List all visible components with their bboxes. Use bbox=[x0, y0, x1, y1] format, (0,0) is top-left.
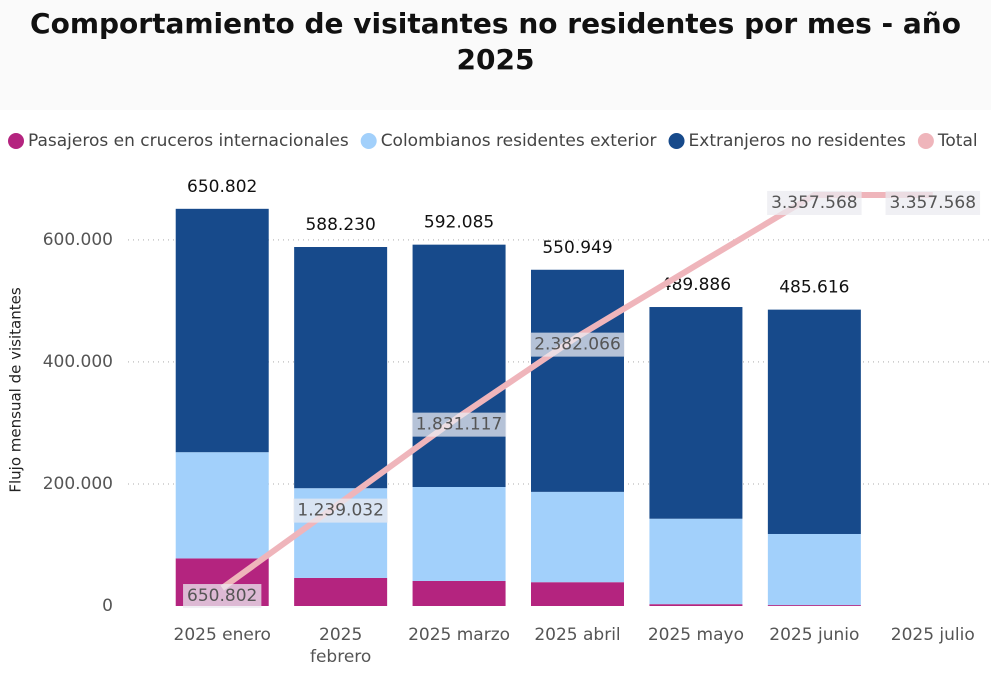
x-tick-label: 2025 junio bbox=[769, 625, 860, 645]
bar-segment bbox=[767, 533, 861, 606]
x-tick-label: 2025 mayo bbox=[647, 625, 744, 645]
y-tick-label: 0 bbox=[102, 596, 113, 616]
total-label: 489.886 bbox=[661, 275, 731, 295]
line-label-bg bbox=[293, 498, 388, 523]
bar-segment bbox=[767, 605, 861, 606]
legend-marker bbox=[917, 133, 934, 149]
line-label-group: 1.239.032 bbox=[293, 498, 388, 523]
chart-title: Comportamiento de visitantes no resident… bbox=[0, 0, 991, 110]
x-tick-label: 2025 febrero bbox=[309, 625, 372, 667]
total-label: 588.230 bbox=[305, 215, 375, 235]
bar-segment bbox=[294, 247, 388, 489]
legend-label: Colombianos residentes exterior bbox=[381, 131, 657, 151]
legend-marker bbox=[668, 133, 685, 149]
bar-segment bbox=[649, 518, 743, 605]
bar-segment bbox=[412, 486, 506, 581]
line-label: 3.357.568 bbox=[890, 193, 977, 213]
total-label: 592.085 bbox=[424, 213, 494, 233]
line-label: 3.357.568 bbox=[771, 193, 858, 213]
x-tick-label: 2025 abril bbox=[534, 625, 621, 645]
total-label: 650.802 bbox=[187, 177, 257, 197]
x-tick-label: 2025 enero bbox=[173, 625, 271, 645]
bar-segment bbox=[649, 307, 743, 519]
bar-segment bbox=[412, 580, 506, 606]
legend-label: Total bbox=[937, 131, 978, 151]
y-tick-label: 600.000 bbox=[43, 230, 113, 250]
bar-segment bbox=[294, 577, 388, 606]
line-label-bg bbox=[411, 412, 507, 437]
line-label-group: 650.802 bbox=[183, 584, 262, 609]
line-label-group: 2.382.066 bbox=[530, 332, 625, 357]
legend-label: Extranjeros no residentes bbox=[689, 131, 906, 151]
line-label: 2.382.066 bbox=[534, 335, 621, 355]
bar-segment bbox=[175, 452, 269, 559]
line-label-group: 3.357.568 bbox=[767, 190, 862, 215]
bar-segment bbox=[531, 269, 624, 492]
y-tick-label: 400.000 bbox=[43, 352, 113, 372]
bar-segment bbox=[531, 491, 624, 583]
x-tick-label: 2025 julio bbox=[890, 625, 975, 645]
line-label-bg bbox=[767, 190, 862, 215]
line-label-bg bbox=[183, 584, 262, 609]
line-label: 1.831.117 bbox=[416, 415, 503, 435]
legend-marker bbox=[8, 133, 24, 149]
bar-segment bbox=[175, 208, 269, 453]
total-label: 485.616 bbox=[779, 278, 849, 298]
line-label-bg bbox=[885, 190, 981, 215]
legend-marker bbox=[360, 133, 377, 149]
bar-segment bbox=[531, 582, 624, 606]
line-label-group: 3.357.568 bbox=[885, 190, 981, 215]
line-label: 650.802 bbox=[187, 586, 257, 606]
bar-segment bbox=[767, 309, 861, 534]
x-tick-label: 2025 marzo bbox=[408, 625, 511, 645]
y-axis-label: Flujo mensual de visitantes bbox=[7, 287, 25, 492]
line-label-group: 1.831.117 bbox=[411, 412, 507, 437]
bar-segment bbox=[412, 244, 506, 487]
legend-label: Pasajeros en cruceros internacionales bbox=[28, 131, 349, 151]
y-tick-label: 200.000 bbox=[43, 474, 113, 494]
bar-segment bbox=[649, 604, 743, 606]
line-label-bg bbox=[530, 332, 625, 357]
line-label: 1.239.032 bbox=[297, 501, 384, 521]
total-label: 550.949 bbox=[542, 238, 612, 258]
